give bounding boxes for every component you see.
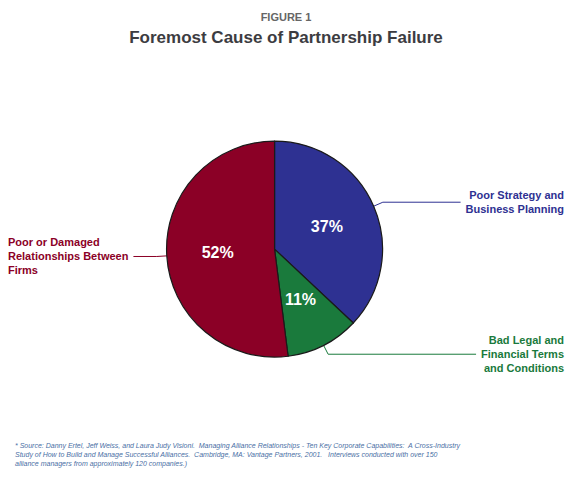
svg-text:Poor Strategy and: Poor Strategy and xyxy=(469,189,564,201)
svg-text:* Source: Danny Ertel, Jeff We: * Source: Danny Ertel, Jeff Weiss, and L… xyxy=(15,442,460,450)
svg-text:Poor or Damaged: Poor or Damaged xyxy=(8,236,100,248)
svg-text:Financial Terms: Financial Terms xyxy=(481,348,564,360)
svg-text:alliance managers from approxi: alliance managers from approximately 120… xyxy=(15,460,187,468)
svg-text:FIGURE 1: FIGURE 1 xyxy=(261,11,312,23)
svg-text:Bad Legal and: Bad Legal and xyxy=(489,334,564,346)
svg-text:52%: 52% xyxy=(202,244,234,261)
svg-text:Study of How to Build and Mana: Study of How to Build and Manage Success… xyxy=(15,451,438,459)
svg-text:Relationships Between: Relationships Between xyxy=(8,250,129,262)
svg-text:and Conditions: and Conditions xyxy=(484,362,564,374)
svg-text:Business Planning: Business Planning xyxy=(466,203,564,215)
svg-text:11%: 11% xyxy=(285,291,316,308)
svg-text:37%: 37% xyxy=(311,218,343,235)
svg-text:Foremost Cause of Partnership: Foremost Cause of Partnership Failure xyxy=(129,28,443,47)
svg-text:Firms: Firms xyxy=(8,264,38,276)
